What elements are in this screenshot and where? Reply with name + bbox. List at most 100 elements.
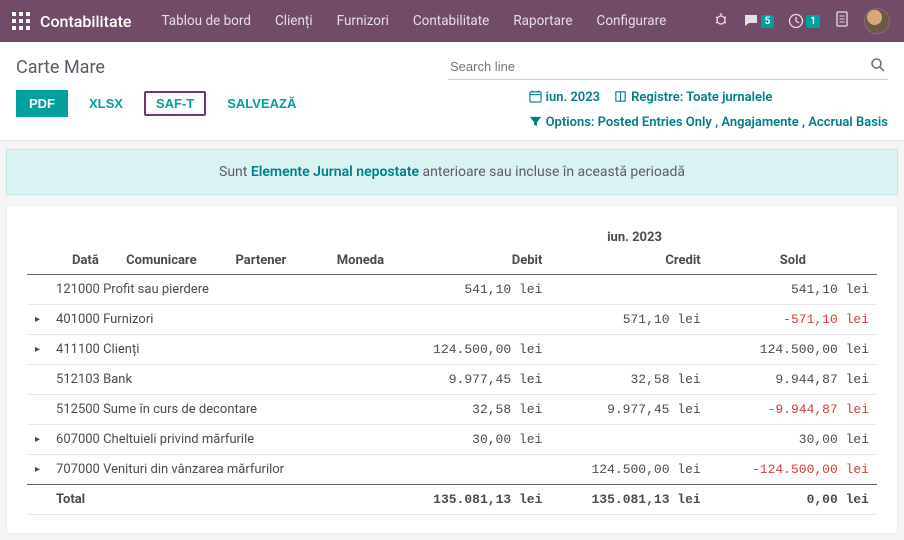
period-filter[interactable]: iun. 2023 <box>529 90 601 105</box>
account-row[interactable]: ▸411100 Clienți124.500,00 lei124.500,00 … <box>27 335 877 365</box>
amount-cell: 124.500,00 lei <box>709 335 877 365</box>
nav-item[interactable]: Contabilitate <box>401 0 501 42</box>
messages-icon[interactable]: 5 <box>743 13 775 29</box>
amount-cell: 124.500,00 lei <box>550 455 708 485</box>
amount-cell: 541,10 lei <box>392 275 550 305</box>
amount-cell: 30,00 lei <box>392 425 550 455</box>
amount-cell: 124.500,00 lei <box>392 335 550 365</box>
amount-cell: 9.977,45 lei <box>392 365 550 395</box>
filter-icon <box>529 115 542 128</box>
activities-icon[interactable]: 1 <box>788 13 820 29</box>
amount-cell: 30,00 lei <box>709 425 877 455</box>
search-input[interactable] <box>448 54 888 80</box>
report: iun. 2023 DatăComunicarePartenerMonedaDe… <box>6 205 898 534</box>
account-name: 411100 Clienți <box>48 335 392 365</box>
expand-caret[interactable]: ▸ <box>27 455 48 485</box>
banner-link[interactable]: Elemente Jurnal nepostate <box>251 164 419 180</box>
book-icon <box>614 90 627 103</box>
search-box <box>448 54 888 80</box>
control-panel: Carte Mare PDF XLSX SAF-T SALVEAZĂ iun. … <box>0 42 904 141</box>
journals-filter[interactable]: Registre: Toate jurnalele <box>614 90 772 105</box>
column-header <box>48 247 64 275</box>
account-row[interactable]: 512103 Bank9.977,45 lei32,58 lei9.944,87… <box>27 365 877 395</box>
amount-cell: 571,10 lei <box>550 305 708 335</box>
nav-menu: Tablou de bordCliențiFurnizoriContabilit… <box>149 0 678 42</box>
column-header: Debit <box>392 247 550 275</box>
account-row[interactable]: ▸401000 Furnizori 571,10 lei-571,10 lei <box>27 305 877 335</box>
amount-cell <box>550 275 708 305</box>
amount-cell <box>550 425 708 455</box>
account-name: 707000 Venituri din vânzarea mărfurilor <box>48 455 392 485</box>
column-header: Credit <box>550 247 708 275</box>
report-table: iun. 2023 DatăComunicarePartenerMonedaDe… <box>27 224 877 515</box>
report-body: 121000 Profit sau pierdere541,10 lei541,… <box>27 275 877 515</box>
apps-icon[interactable] <box>12 12 30 30</box>
period-header: iun. 2023 <box>392 224 877 247</box>
nav-right: 5 1 <box>713 8 890 34</box>
banner-prefix: Sunt <box>219 164 251 180</box>
amount-cell: 32,58 lei <box>392 395 550 425</box>
amount-cell <box>392 455 550 485</box>
amount-cell: 9.977,45 lei <box>550 395 708 425</box>
account-name: 512500 Sume în curs de decontare <box>48 395 392 425</box>
account-name: 512103 Bank <box>48 365 392 395</box>
xlsx-button[interactable]: XLSX <box>76 90 136 117</box>
export-buttons: PDF XLSX SAF-T SALVEAZĂ <box>16 90 309 117</box>
expand-caret <box>27 365 48 395</box>
account-name: 607000 Cheltuieli privind mărfurile <box>48 425 392 455</box>
activities-badge: 1 <box>806 15 820 28</box>
total-row: Total135.081,13 lei135.081,13 lei0,00 le… <box>27 485 877 515</box>
debug-icon[interactable] <box>713 11 729 31</box>
column-header: Dată <box>64 247 118 275</box>
pdf-button[interactable]: PDF <box>16 90 68 117</box>
column-header: Comunicare <box>118 247 227 275</box>
nav-item[interactable]: Raportare <box>501 0 584 42</box>
unposted-banner: Sunt Elemente Jurnal nepostate anterioar… <box>6 149 898 195</box>
amount-cell: 135.081,13 lei <box>550 485 708 515</box>
calendar-icon <box>529 90 542 103</box>
nav-item[interactable]: Furnizori <box>325 0 401 42</box>
column-header: Partener <box>227 247 312 275</box>
period-filter-label: iun. 2023 <box>546 90 601 105</box>
account-name: 121000 Profit sau pierdere <box>48 275 392 305</box>
column-header <box>27 247 48 275</box>
expand-caret[interactable]: ▸ <box>27 305 48 335</box>
messages-badge: 5 <box>761 15 775 28</box>
report-filters: iun. 2023 Registre: Toate jurnalele Opti… <box>529 90 888 130</box>
docs-icon[interactable] <box>834 11 850 31</box>
amount-cell: 135.081,13 lei <box>392 485 550 515</box>
expand-caret <box>27 275 48 305</box>
amount-cell <box>392 305 550 335</box>
account-name: 401000 Furnizori <box>48 305 392 335</box>
account-row[interactable]: ▸707000 Venituri din vânzarea mărfurilor… <box>27 455 877 485</box>
column-header: Moneda <box>312 247 392 275</box>
amount-cell: -571,10 lei <box>709 305 877 335</box>
amount-cell: 541,10 lei <box>709 275 877 305</box>
nav-item[interactable]: Clienți <box>263 0 325 42</box>
account-row[interactable]: ▸607000 Cheltuieli privind mărfurile30,0… <box>27 425 877 455</box>
expand-caret[interactable]: ▸ <box>27 425 48 455</box>
amount-cell: -9.944,87 lei <box>709 395 877 425</box>
nav-item[interactable]: Configurare <box>585 0 679 42</box>
amount-cell: 32,58 lei <box>550 365 708 395</box>
total-label: Total <box>48 485 392 515</box>
amount-cell: 0,00 lei <box>709 485 877 515</box>
options-filter-label: Options: Posted Entries Only , Angajamen… <box>546 115 888 130</box>
nav-item[interactable]: Tablou de bord <box>149 0 262 42</box>
expand-caret <box>27 395 48 425</box>
user-avatar[interactable] <box>864 8 890 34</box>
column-header: Sold <box>709 247 877 275</box>
app-brand[interactable]: Contabilitate <box>40 12 131 31</box>
banner-suffix: anterioare sau incluse în această perioa… <box>419 164 685 180</box>
search-icon[interactable] <box>870 57 886 73</box>
account-row[interactable]: 512500 Sume în curs de decontare32,58 le… <box>27 395 877 425</box>
amount-cell: -124.500,00 lei <box>709 455 877 485</box>
account-row[interactable]: 121000 Profit sau pierdere541,10 lei541,… <box>27 275 877 305</box>
save-button[interactable]: SALVEAZĂ <box>214 90 309 117</box>
options-filter[interactable]: Options: Posted Entries Only , Angajamen… <box>529 115 888 130</box>
amount-cell <box>550 335 708 365</box>
navbar: Contabilitate Tablou de bordCliențiFurni… <box>0 0 904 42</box>
expand-caret[interactable]: ▸ <box>27 335 48 365</box>
amount-cell: 9.944,87 lei <box>709 365 877 395</box>
saft-button[interactable]: SAF-T <box>144 91 206 116</box>
